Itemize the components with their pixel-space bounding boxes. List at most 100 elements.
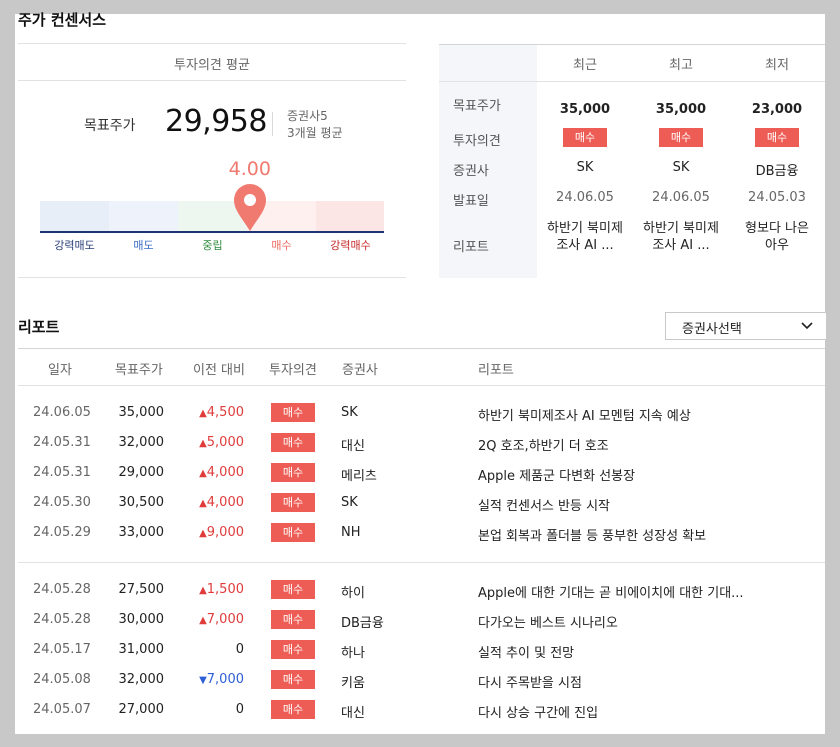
target-price-value: 29,958: [165, 104, 267, 139]
opinion-badge: 매수: [271, 523, 315, 542]
divider: [18, 43, 406, 44]
opinion-badge: 매수: [271, 610, 315, 629]
divider: [18, 277, 406, 278]
triangle-up-icon: ▲: [199, 585, 207, 596]
compare-row-label: 증권사: [453, 164, 489, 179]
section-title: 주가 컨센서스: [18, 11, 107, 29]
gauge-segment-strong-sell: [40, 201, 109, 232]
row-date: 24.05.17: [33, 642, 91, 657]
row-date: 24.05.31: [33, 435, 91, 450]
row-change-value: 0: [235, 642, 244, 657]
row-date: 24.05.07: [33, 702, 91, 717]
triangle-up-icon: ▲: [199, 468, 207, 479]
col-header-report: 리포트: [478, 363, 514, 378]
row-opinion: 매수: [271, 670, 315, 689]
gauge-label-sell: 매도: [133, 239, 154, 252]
gauge-segment-strong-buy: [316, 201, 384, 232]
compare-report-link[interactable]: 하반기 북미제조사 AI ...: [643, 221, 719, 253]
row-opinion: 매수: [271, 403, 315, 422]
triangle-down-icon: ▼: [199, 675, 207, 686]
compare-row-label: 투자의견: [453, 134, 501, 149]
row-opinion: 매수: [271, 640, 315, 659]
compare-price: 23,000: [751, 102, 803, 117]
row-change-value: 0: [235, 702, 244, 717]
row-date: 24.05.29: [33, 525, 91, 540]
row-broker: 대신: [341, 439, 365, 454]
row-target-price: 27,000: [118, 702, 165, 717]
table-row[interactable]: 24.05.07 27,000 0 매수 대신 다시 상승 구간에 진입: [15, 696, 825, 726]
row-broker: 하나: [341, 646, 365, 661]
row-change: ▲1,500: [175, 582, 244, 597]
table-row[interactable]: 24.05.30 30,500 ▲4,000 매수 SK 실적 컨센서스 반등 시작: [15, 489, 825, 519]
triangle-up-icon: ▲: [199, 528, 207, 539]
row-change: ▲4,000: [175, 495, 244, 510]
row-opinion: 매수: [271, 433, 315, 452]
row-report-link[interactable]: 다시 상승 구간에 진입: [478, 706, 599, 721]
row-broker: 메리츠: [341, 469, 377, 484]
row-target-price: 27,500: [118, 582, 165, 597]
row-change-value: 5,000: [206, 435, 244, 450]
table-row[interactable]: 24.05.08 32,000 ▼7,000 매수 키움 다시 주목받을 시점: [15, 666, 825, 696]
opinion-badge: 매수: [271, 403, 315, 422]
table-row[interactable]: 24.05.31 29,000 ▲4,000 매수 메리츠 Apple 제품군 다변화 선…: [15, 459, 825, 489]
row-report-link[interactable]: 실적 컨센서스 반등 시작: [478, 499, 610, 514]
compare-date: 24.06.05: [556, 190, 614, 205]
row-change-value: 4,000: [206, 465, 244, 480]
row-target-price: 32,000: [118, 672, 165, 687]
row-change: ▲5,000: [175, 435, 244, 450]
broker-select-label: 증권사선택: [682, 322, 742, 337]
row-change: ▲7,000: [175, 612, 244, 627]
opinion-badge: 매수: [271, 463, 315, 482]
row-broker: 하이: [341, 586, 365, 601]
divider: [439, 44, 825, 45]
row-date: 24.05.08: [33, 672, 91, 687]
table-row[interactable]: 24.05.31 32,000 ▲5,000 매수 대신 2Q 호조,하반기 더 호조: [15, 429, 825, 459]
compare-opinion: 매수: [729, 128, 825, 147]
table-row[interactable]: 24.05.28 27,500 ▲1,500 매수 하이 Apple에 대한 기대는 곧 …: [15, 576, 825, 606]
row-opinion: 매수: [271, 523, 315, 542]
compare-date: 24.06.05: [652, 190, 710, 205]
row-broker: DB금융: [341, 616, 384, 631]
row-report-link[interactable]: 다가오는 베스트 시나리오: [478, 616, 618, 631]
row-change: ▼7,000: [175, 672, 244, 687]
row-report-link[interactable]: 본업 회복과 폴더블 등 풍부한 성장성 확보: [478, 529, 707, 544]
row-report-link[interactable]: 2Q 호조,하반기 더 호조: [478, 439, 609, 454]
gauge-label-neutral: 중립: [202, 239, 223, 252]
compare-report-link[interactable]: 형보다 나은 아우: [745, 221, 809, 253]
location-pin-icon: [233, 184, 266, 231]
gauge-label-strong-sell: 강력매도: [54, 239, 95, 252]
compare-broker: DB금융: [755, 164, 799, 179]
row-date: 24.05.30: [33, 495, 91, 510]
row-opinion: 매수: [271, 580, 315, 599]
row-change: ▲4,500: [175, 405, 244, 420]
row-report-link[interactable]: 다시 주목받을 시점: [478, 676, 582, 691]
compare-report-link[interactable]: 하반기 북미제조사 AI ...: [547, 221, 623, 253]
opinion-score: 4.00: [228, 158, 271, 180]
row-date: 24.06.05: [33, 405, 91, 420]
row-date: 24.05.28: [33, 612, 91, 627]
broker-select[interactable]: 증권사선택: [665, 312, 827, 340]
reports-title: 리포트: [18, 318, 60, 336]
divider: [18, 348, 825, 349]
row-report-link[interactable]: Apple 제품군 다변화 선봉장: [478, 469, 636, 484]
table-row[interactable]: 24.05.29 33,000 ▲9,000 매수 NH 본업 회복과 폴더블 등 풍부한…: [15, 519, 825, 549]
table-row[interactable]: 24.05.17 31,000 0 매수 하나 실적 추이 및 전망: [15, 636, 825, 666]
compare-row-label: 목표주가: [453, 99, 501, 114]
compare-row-label: 리포트: [453, 240, 489, 255]
compare-header-low: 최저: [765, 58, 789, 73]
triangle-up-icon: ▲: [199, 615, 207, 626]
row-broker: NH: [341, 525, 361, 540]
row-report-link[interactable]: 실적 추이 및 전망: [478, 646, 575, 661]
row-report-link[interactable]: 하반기 북미제조사 AI 모멘텀 지속 예상: [478, 409, 691, 424]
gauge-label-strong-buy: 강력매수: [330, 239, 371, 252]
row-opinion: 매수: [271, 493, 315, 512]
table-row[interactable]: 24.06.05 35,000 ▲4,500 매수 SK 하반기 북미제조사 AI 모멘텀…: [15, 399, 825, 429]
table-row[interactable]: 24.05.28 30,000 ▲7,000 매수 DB금융 다가오는 베스트 시나리오: [15, 606, 825, 636]
divider: [18, 385, 825, 386]
row-report-link[interactable]: Apple에 대한 기대는 곧 비에이치에 대한 기대...: [478, 586, 744, 601]
row-opinion: 매수: [271, 700, 315, 719]
opinion-badge: 매수: [271, 700, 315, 719]
row-target-price: 30,500: [118, 495, 165, 510]
gauge-baseline: [40, 231, 384, 233]
row-date: 24.05.31: [33, 465, 91, 480]
